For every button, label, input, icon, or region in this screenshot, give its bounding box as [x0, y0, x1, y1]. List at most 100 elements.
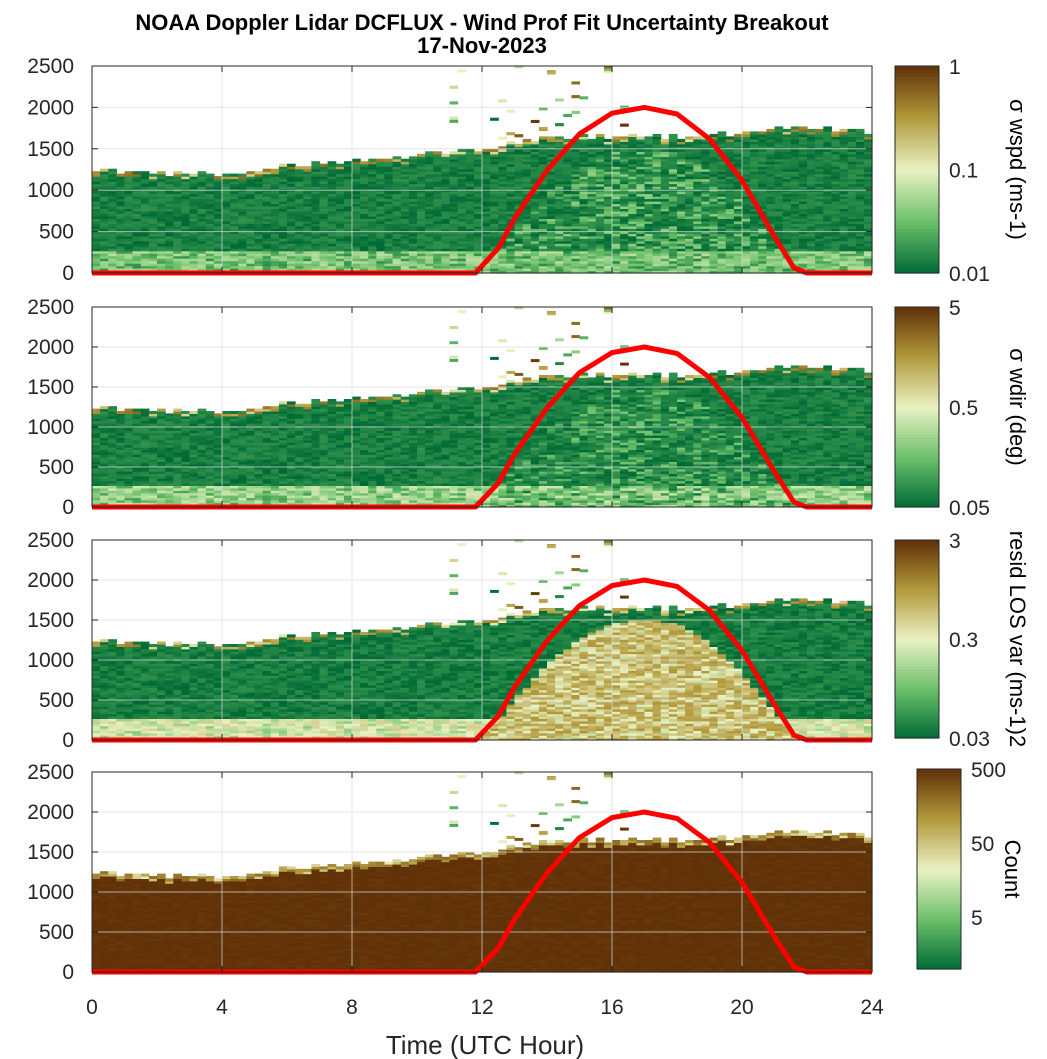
- heatmap-cell: [140, 215, 150, 219]
- heatmap-cell: [360, 166, 369, 170]
- heatmap-cell: [173, 183, 182, 187]
- heatmap-cell: [449, 151, 459, 155]
- heatmap-cell: [116, 186, 126, 190]
- heatmap-cell: [287, 203, 296, 207]
- heatmap-cell: [343, 166, 353, 170]
- heatmap-cell: [376, 215, 386, 219]
- heatmap-cell: [408, 163, 418, 167]
- heatmap-cell: [327, 176, 337, 180]
- heatmap-cell: [140, 176, 150, 180]
- heatmap-cell: [197, 213, 207, 217]
- heatmap-cell: [165, 178, 174, 182]
- heatmap-cell: [709, 133, 719, 137]
- heatmap-cell: [392, 260, 402, 264]
- heatmap-cell: [197, 265, 207, 269]
- heatmap-cell: [189, 265, 199, 269]
- heatmap-cell: [408, 265, 418, 269]
- heatmap-cell: [278, 210, 288, 214]
- heatmap-cell: [92, 193, 101, 197]
- heatmap-cell: [132, 248, 142, 252]
- heatmap-cell: [148, 235, 158, 239]
- heatmap-cell: [222, 235, 231, 239]
- heatmap-cell: [189, 243, 199, 247]
- heatmap-cell: [425, 220, 434, 224]
- heatmap-cell: [230, 260, 239, 264]
- heatmap-cell: [148, 191, 158, 195]
- heatmap-cell: [408, 210, 418, 214]
- heatmap-cell: [368, 260, 377, 264]
- heatmap-cell: [343, 263, 353, 267]
- heatmap-cell: [392, 225, 402, 229]
- heatmap-cell: [254, 233, 264, 237]
- heatmap-cell: [181, 268, 191, 272]
- heatmap-cell: [376, 218, 386, 222]
- heatmap-cell: [465, 168, 475, 172]
- heatmap-cell: [246, 263, 256, 267]
- heatmap-cell: [311, 201, 321, 205]
- heatmap-cell: [360, 210, 369, 214]
- heatmap-cell: [181, 225, 191, 229]
- heatmap-cell: [124, 213, 134, 217]
- heatmap-cell: [181, 220, 191, 224]
- heatmap-cell: [262, 260, 272, 264]
- heatmap-cell: [425, 156, 434, 160]
- heatmap-cell: [457, 243, 467, 247]
- heatmap-cell: [213, 228, 223, 232]
- heatmap-cell: [368, 250, 377, 254]
- heatmap-cell: [295, 208, 304, 212]
- heatmap-cell: [92, 203, 101, 207]
- colorbar-segment: [895, 176, 939, 181]
- heatmap-cell: [287, 201, 296, 205]
- heatmap-cell: [335, 228, 345, 232]
- heatmap-cell: [425, 250, 434, 254]
- heatmap-cell: [222, 250, 231, 254]
- heatmap-cell: [92, 173, 101, 177]
- heatmap-cell: [352, 255, 361, 259]
- heatmap-cell: [173, 215, 182, 219]
- heatmap-cell: [295, 168, 304, 172]
- heatmap-cell: [408, 243, 418, 247]
- heatmap-cell: [254, 183, 264, 187]
- heatmap-cell: [457, 183, 467, 187]
- heatmap-cell: [189, 240, 199, 244]
- heatmap-cell: [124, 238, 134, 242]
- heatmap-cell: [238, 258, 247, 262]
- heatmap-cell: [132, 233, 142, 237]
- heatmap-cell: [303, 166, 312, 170]
- heatmap-cell: [246, 205, 256, 209]
- heatmap-cell: [465, 203, 475, 207]
- heatmap-cell: [197, 220, 207, 224]
- heatmap-cell: [319, 218, 329, 222]
- heatmap-cell: [465, 176, 475, 180]
- heatmap-cell: [441, 263, 451, 267]
- heatmap-cell: [392, 265, 402, 269]
- heatmap-cell: [311, 171, 321, 175]
- heatmap-cell: [148, 208, 158, 212]
- heatmap-cell: [400, 158, 410, 162]
- heatmap-cell: [165, 208, 174, 212]
- heatmap-cell: [116, 196, 126, 200]
- heatmap-cell: [449, 235, 459, 239]
- heatmap-cell: [213, 203, 223, 207]
- y-tick-label: 2000: [27, 96, 74, 119]
- heatmap-cell: [157, 240, 166, 244]
- heatmap-cell: [287, 166, 296, 170]
- heatmap-cell: [400, 228, 410, 232]
- heatmap-cell: [368, 161, 377, 165]
- heatmap-cell: [140, 263, 150, 267]
- heatmap-cell: [465, 215, 475, 219]
- heatmap-cell: [360, 263, 369, 267]
- heatmap-cell: [449, 225, 459, 229]
- heatmap-cell: [189, 225, 199, 229]
- heatmap-cell: [465, 268, 475, 272]
- heatmap-cell: [132, 243, 142, 247]
- heatmap-cell: [352, 210, 361, 214]
- heatmap-cell: [400, 176, 410, 180]
- heatmap-cell: [254, 193, 264, 197]
- heatmap-cell: [100, 220, 109, 224]
- heatmap-cell: [441, 225, 451, 229]
- colorbar-segment: [895, 221, 939, 226]
- heatmap-cell: [189, 248, 199, 252]
- colorbar-segment: [895, 128, 939, 133]
- heatmap-cell: [441, 203, 451, 207]
